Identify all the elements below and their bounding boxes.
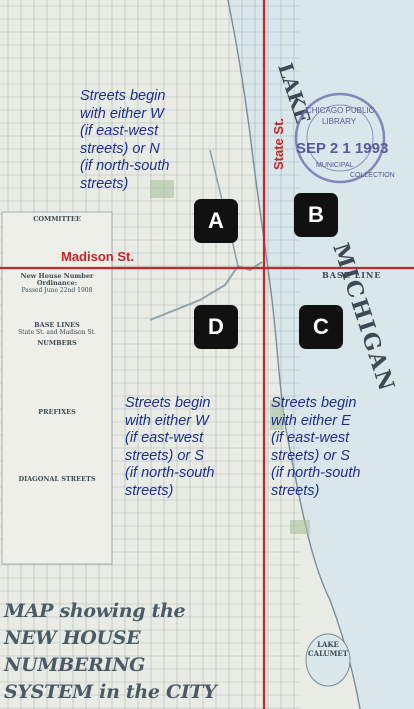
annotation-northwest: Streets begin with either W (if east-wes… [80, 88, 170, 192]
legend-diagonal-heading: DIAGONAL STREETS [18, 475, 96, 483]
quadrant-c-badge: C [299, 305, 343, 349]
stamp-line3: MUNICIPAL [316, 162, 354, 169]
legend-committee: COMMITTEE [33, 215, 81, 223]
map-title: MAP showing the NEW HOUSE NUMBERING SYST… [4, 600, 217, 709]
quadrant-a-badge: A [194, 199, 238, 243]
legend-base-lines-heading: BASE LINES [34, 321, 80, 329]
state-st-label: State St. [271, 117, 286, 170]
annotation-southeast: Streets begin with either E (if east-wes… [271, 395, 361, 499]
legend-prefixes-heading: PREFIXES [38, 408, 76, 416]
stamp-line1: CHICAGO PUBLIC [306, 106, 375, 115]
legend-numbers-heading: NUMBERS [37, 339, 77, 347]
base-line-label: BASE LINE [322, 270, 382, 280]
madison-st-label: Madison St. [61, 249, 134, 264]
legend-ordinance-heading: New House Number Ordinance: [20, 272, 94, 287]
stamp-date: SEP 2 1 1993 [296, 140, 389, 157]
legend-panel: COMMITTEE New House Number Ordinance: Pa… [4, 216, 110, 483]
lake-calumet-label: LAKE CALUMET [308, 640, 348, 658]
quadrant-d-badge: D [194, 305, 238, 349]
quadrant-b-badge: B [294, 193, 338, 237]
stamp-line4: COLLECTION [350, 172, 395, 179]
annotation-southwest: Streets begin with either W (if east-wes… [125, 395, 215, 499]
legend-base-lines: State St. and Madison St. [18, 329, 96, 336]
legend-passed: Passed June 22nd 1908 [21, 287, 93, 294]
stamp-line2: LIBRARY [322, 117, 357, 126]
